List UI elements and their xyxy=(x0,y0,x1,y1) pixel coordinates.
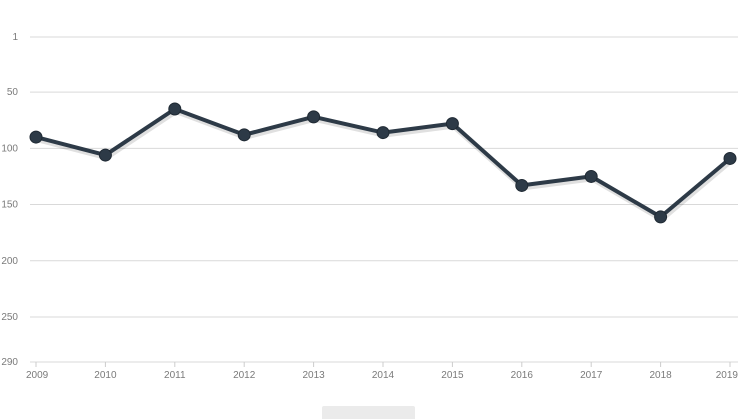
x-tick-label: 2013 xyxy=(302,370,325,381)
scrollbar-thumb[interactable] xyxy=(322,406,415,419)
data-point[interactable] xyxy=(654,210,668,224)
y-tick-label: 150 xyxy=(1,200,18,211)
data-point[interactable] xyxy=(584,169,598,183)
data-point[interactable] xyxy=(515,178,529,192)
x-tick-label: 2016 xyxy=(511,370,534,381)
data-point[interactable] xyxy=(307,110,321,124)
y-tick-label: 1 xyxy=(12,32,18,43)
data-point[interactable] xyxy=(445,117,459,131)
data-point[interactable] xyxy=(98,148,112,162)
data-point[interactable] xyxy=(168,102,182,116)
y-tick-label: 50 xyxy=(7,87,19,98)
x-tick-label: 2014 xyxy=(372,370,395,381)
x-axis-tick-labels: 2009 2010 2011 2012 2013 2014 2015 2016 2017 2018… xyxy=(26,362,738,381)
data-points xyxy=(29,102,737,224)
y-tick-label: 100 xyxy=(1,143,18,154)
x-tick-label: 2015 xyxy=(441,370,464,381)
x-tick-label: 2012 xyxy=(233,370,256,381)
x-tick-label: 2009 xyxy=(26,370,49,381)
data-point[interactable] xyxy=(29,130,43,144)
x-tick-label: 2011 xyxy=(164,370,186,381)
y-tick-label: 250 xyxy=(1,312,18,323)
data-point[interactable] xyxy=(723,151,737,165)
data-point[interactable] xyxy=(237,128,251,142)
grid-lines xyxy=(30,36,738,363)
y-tick-label: 200 xyxy=(1,256,18,267)
data-point[interactable] xyxy=(376,126,390,140)
x-tick-label: 2019 xyxy=(716,370,739,381)
x-tick-label: 2010 xyxy=(94,370,117,381)
x-tick-label: 2018 xyxy=(649,370,672,381)
x-tick-label: 2017 xyxy=(580,370,603,381)
y-tick-label: 290 xyxy=(1,357,18,368)
